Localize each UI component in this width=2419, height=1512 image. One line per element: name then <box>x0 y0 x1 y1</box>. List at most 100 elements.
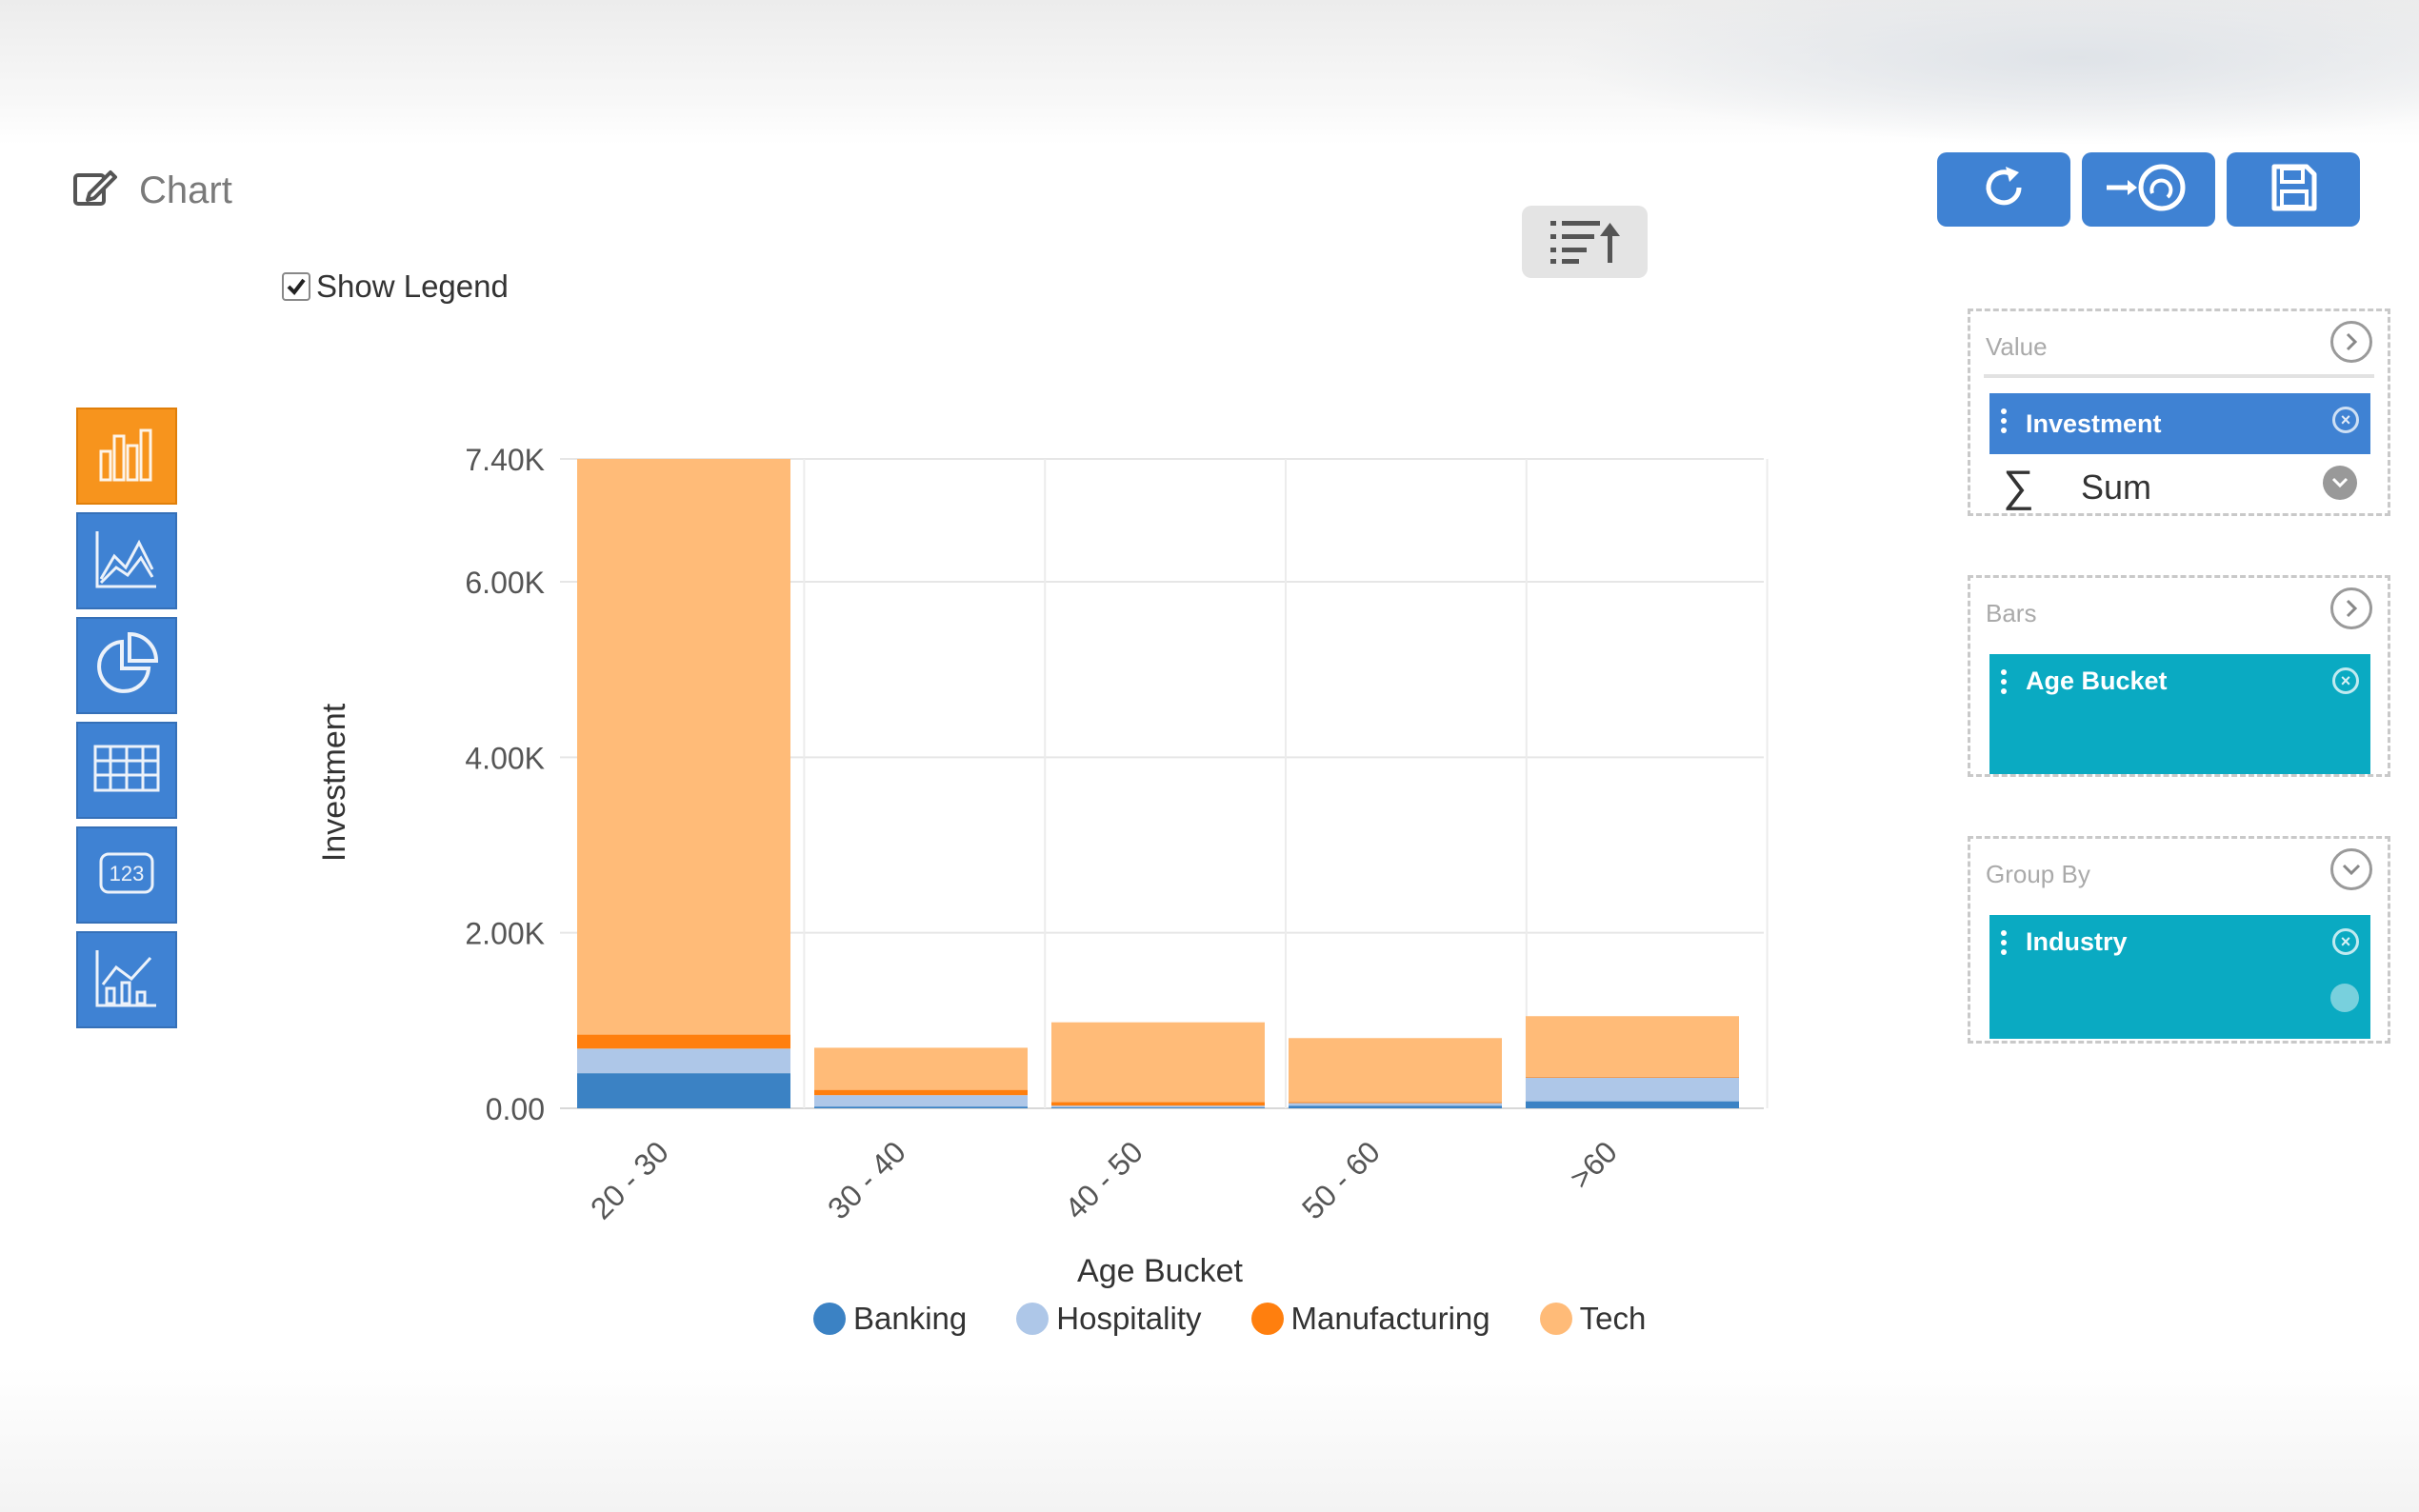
mixed-chart-icon <box>93 946 160 1014</box>
expand-arrow-icon[interactable] <box>2330 587 2372 629</box>
bar-segment-manufacturing[interactable] <box>577 1034 790 1049</box>
legend-item-banking[interactable]: Banking <box>813 1301 967 1337</box>
chart-type-pie-button[interactable] <box>76 617 177 714</box>
dropdown-icon[interactable] <box>2323 466 2357 500</box>
bar-segment-hospitality[interactable] <box>1289 1103 1502 1106</box>
remove-icon[interactable]: × <box>2332 667 2359 694</box>
expand-arrow-icon[interactable] <box>2330 321 2372 363</box>
chart-legend: Banking Hospitality Manufacturing Tech <box>813 1301 1646 1337</box>
legend-label: Hospitality <box>1056 1301 1202 1336</box>
bars <box>577 459 1739 1108</box>
number-icon: 123 <box>98 851 155 900</box>
drag-handle-icon[interactable] <box>2001 930 2009 959</box>
area-chart-icon <box>93 527 160 595</box>
bars-field-label: Age Bucket <box>2026 666 2168 695</box>
chart-type-area-button[interactable] <box>76 512 177 609</box>
y-tick-label: 0.00 <box>486 1092 545 1126</box>
bar-segment-hospitality[interactable] <box>814 1095 1028 1107</box>
legend-label: Tech <box>1579 1301 1647 1336</box>
bar-segment-manufacturing[interactable] <box>814 1089 1028 1096</box>
bar-segment-manufacturing[interactable] <box>1051 1102 1265 1106</box>
bars-panel-label: Bars <box>1986 599 2037 627</box>
bar-segment-tech[interactable] <box>1289 1038 1502 1103</box>
bar-segment-hospitality[interactable] <box>577 1048 790 1074</box>
value-field-label: Investment <box>2026 409 2162 438</box>
bar-segment-banking[interactable] <box>1526 1101 1739 1108</box>
y-axis-label: Investment <box>316 703 352 862</box>
drag-handle-icon[interactable] <box>2001 669 2009 698</box>
bar-segment-tech[interactable] <box>1051 1022 1265 1103</box>
bar-segment-hospitality[interactable] <box>1051 1105 1265 1108</box>
page-title: Chart <box>139 169 232 211</box>
save-button[interactable] <box>2227 152 2360 227</box>
legend-item-hospitality[interactable]: Hospitality <box>1016 1301 1202 1337</box>
x-tick-label: 50 - 60 <box>1295 1134 1387 1225</box>
x-axis-ticks: 20 - 30 30 - 40 40 - 50 50 - 60 >60 <box>584 1134 1624 1225</box>
value-field-chip[interactable]: Investment × <box>1989 393 2370 454</box>
pie-chart-icon <box>93 630 160 702</box>
bar-segment-tech[interactable] <box>814 1047 1028 1090</box>
legend-label: Banking <box>853 1301 968 1336</box>
x-tick-label: >60 <box>1563 1134 1624 1195</box>
chart-header: Chart <box>72 168 232 214</box>
bar-segment-tech[interactable] <box>1526 1016 1739 1077</box>
sort-toggle-icon[interactable] <box>2330 984 2359 1012</box>
legend-item-manufacturing[interactable]: Manufacturing <box>1250 1301 1490 1337</box>
sort-ascending-icon <box>1547 215 1623 269</box>
export-button[interactable] <box>2082 152 2215 227</box>
bottom-backdrop <box>0 1367 2419 1512</box>
bars-field-chip[interactable]: Age Bucket × <box>1989 654 2370 774</box>
bar-segment-banking[interactable] <box>814 1106 1028 1108</box>
legend-swatch <box>813 1303 846 1335</box>
bar-chart-icon <box>95 423 158 490</box>
x-tick-label: 30 - 40 <box>821 1134 912 1225</box>
group-by-field-label: Industry <box>2026 927 2128 956</box>
collapse-arrow-icon[interactable] <box>2330 848 2372 890</box>
save-icon <box>2267 161 2320 219</box>
legend-label: Manufacturing <box>1290 1301 1490 1336</box>
bar-segment-manufacturing[interactable] <box>1289 1102 1502 1104</box>
group-by-panel: Group By Industry × <box>1968 836 2390 1044</box>
svg-text:123: 123 <box>110 862 145 885</box>
y-tick-label: 7.40K <box>465 443 545 477</box>
refresh-icon <box>1977 161 2030 219</box>
drag-handle-icon[interactable] <box>2001 408 2009 437</box>
aggregation-label: Sum <box>2081 468 2152 507</box>
x-tick-label: 20 - 30 <box>584 1134 675 1225</box>
sort-button[interactable] <box>1522 206 1648 278</box>
x-tick-label: 40 - 50 <box>1058 1134 1150 1225</box>
show-legend-label: Show Legend <box>316 269 509 304</box>
bar-segment-banking[interactable] <box>1051 1107 1265 1108</box>
chart-type-table-button[interactable] <box>76 722 177 819</box>
refresh-button[interactable] <box>1937 152 2070 227</box>
bars-panel: Bars Age Bucket × <box>1968 575 2390 777</box>
bar-segment-banking[interactable] <box>577 1073 790 1108</box>
show-legend-toggle[interactable]: Show Legend <box>282 269 509 305</box>
group-by-field-chip[interactable]: Industry × <box>1989 915 2370 1039</box>
bar-segment-hospitality[interactable] <box>1526 1077 1739 1102</box>
chart-type-mixed-button[interactable] <box>76 931 177 1028</box>
aggregation-row[interactable]: ∑ Sum <box>1989 456 2370 510</box>
value-panel-label: Value <box>1986 332 2048 361</box>
remove-icon[interactable]: × <box>2332 407 2359 433</box>
legend-swatch <box>1016 1303 1050 1335</box>
chart-type-bar-button[interactable] <box>76 408 177 505</box>
chart-type-number-button[interactable]: 123 <box>76 826 177 924</box>
y-tick-label: 4.00K <box>465 741 545 775</box>
x-axis-label: Age Bucket <box>1077 1253 1243 1289</box>
panel-divider <box>1984 374 2374 378</box>
sigma-icon: ∑ <box>2003 461 2034 510</box>
y-axis-ticks: 0.00 2.00K 4.00K 6.00K 7.40K <box>465 443 545 1126</box>
y-tick-label: 2.00K <box>465 917 545 951</box>
edit-icon[interactable] <box>72 168 118 214</box>
table-icon <box>92 744 161 798</box>
value-panel: Value Investment × ∑ Sum <box>1968 308 2390 516</box>
legend-item-tech[interactable]: Tech <box>1539 1301 1647 1337</box>
legend-swatch <box>1539 1303 1572 1335</box>
bar-segment-tech[interactable] <box>577 459 790 1035</box>
show-legend-checkbox[interactable] <box>282 272 310 301</box>
bar-segment-banking[interactable] <box>1289 1105 1502 1108</box>
remove-icon[interactable]: × <box>2332 928 2359 955</box>
bar-segment-manufacturing[interactable] <box>1526 1076 1739 1078</box>
